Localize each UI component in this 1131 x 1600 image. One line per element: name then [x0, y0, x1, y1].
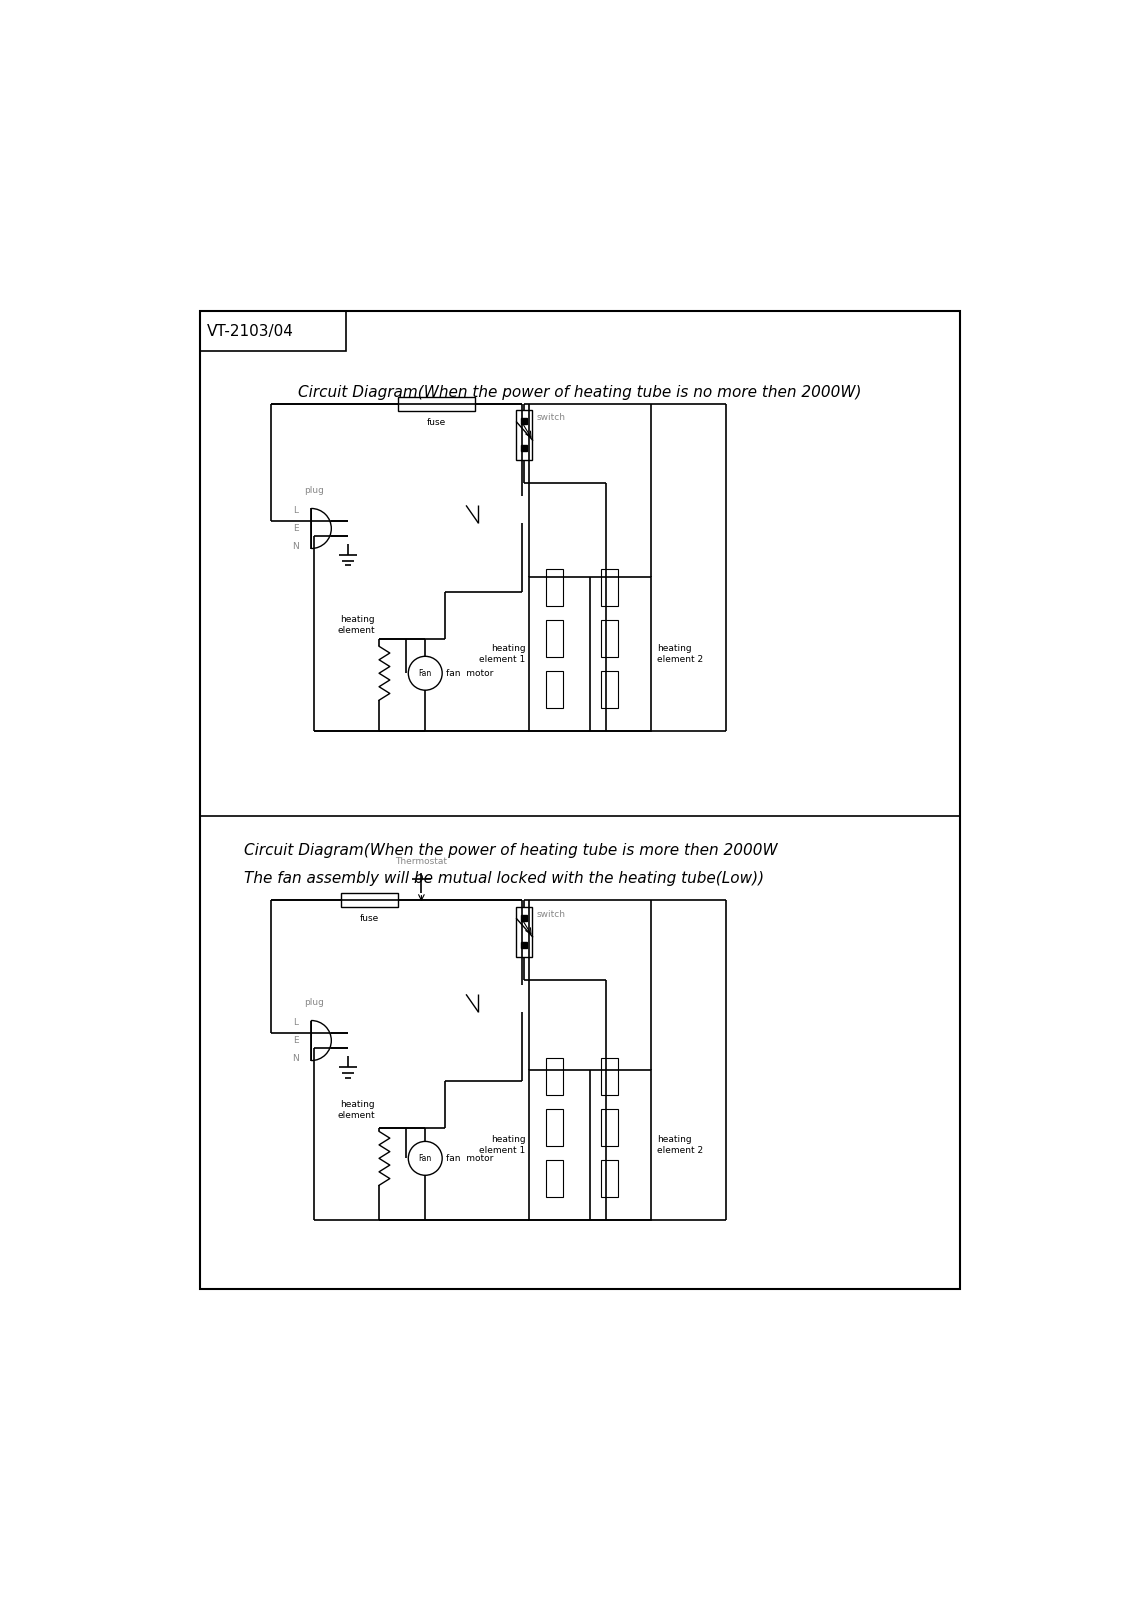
Bar [200, 312, 346, 352]
Text: switch: switch [536, 910, 566, 918]
Text: N: N [293, 542, 300, 550]
Text: L: L [293, 1018, 299, 1027]
Text: L: L [293, 506, 299, 515]
Bar [546, 1058, 563, 1096]
Text: The fan assembly will be mutual locked with the heating tube(Low)): The fan assembly will be mutual locked w… [244, 872, 765, 886]
Bar [601, 1160, 618, 1197]
Bar [601, 670, 618, 707]
Text: Circuit Diagram(When the power of heating tube is no more then 2000W): Circuit Diagram(When the power of heatin… [297, 384, 861, 400]
Bar [546, 570, 563, 606]
Text: N: N [293, 1054, 300, 1062]
Text: Fan: Fan [418, 1154, 432, 1163]
Text: Circuit Diagram(When the power of heating tube is more then 2000W: Circuit Diagram(When the power of heatin… [244, 843, 778, 858]
Bar [340, 893, 398, 907]
Bar [398, 397, 475, 411]
Text: E: E [293, 523, 299, 533]
Text: heating
element 1: heating element 1 [480, 1134, 526, 1155]
Text: heating
element 2: heating element 2 [657, 1134, 703, 1155]
Text: Thermostat: Thermostat [396, 856, 448, 866]
Text: fuse: fuse [428, 418, 447, 427]
Text: plug: plug [303, 998, 323, 1006]
Text: fan  motor: fan motor [446, 669, 493, 678]
Text: heating
element 2: heating element 2 [657, 645, 703, 664]
Text: fuse: fuse [360, 914, 379, 923]
Bar [601, 570, 618, 606]
Bar [546, 1109, 563, 1146]
Bar [601, 621, 618, 658]
Bar [200, 312, 959, 1290]
Bar [546, 621, 563, 658]
Bar [516, 410, 532, 459]
Bar [546, 1160, 563, 1197]
Text: fan  motor: fan motor [446, 1154, 493, 1163]
Text: heating
element: heating element [337, 1101, 375, 1120]
Text: plug: plug [303, 486, 323, 494]
Bar [601, 1058, 618, 1096]
Bar [546, 670, 563, 707]
Bar [516, 907, 532, 957]
Bar [529, 578, 650, 731]
Bar [529, 1070, 650, 1219]
Bar [601, 1109, 618, 1146]
Text: heating
element 1: heating element 1 [480, 645, 526, 664]
Text: E: E [293, 1037, 299, 1045]
Text: switch: switch [536, 413, 566, 422]
Text: VT-2103/04: VT-2103/04 [207, 323, 294, 339]
Text: heating
element: heating element [337, 616, 375, 635]
Text: Fan: Fan [418, 669, 432, 678]
